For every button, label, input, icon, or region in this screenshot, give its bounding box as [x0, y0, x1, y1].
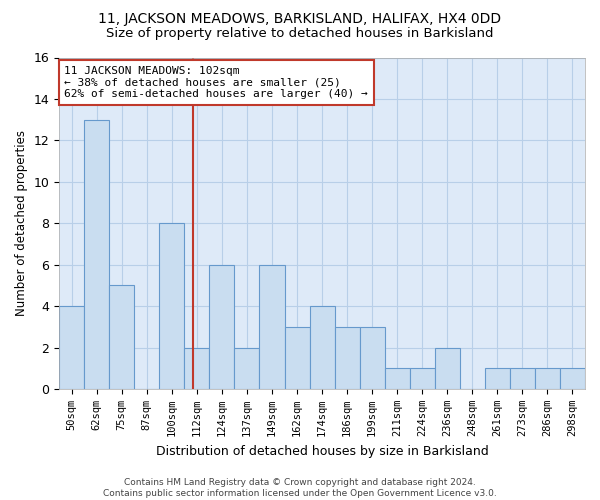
- Bar: [184, 348, 209, 389]
- Bar: [535, 368, 560, 389]
- Bar: [84, 120, 109, 389]
- Bar: [209, 264, 235, 389]
- Y-axis label: Number of detached properties: Number of detached properties: [15, 130, 28, 316]
- Text: 11 JACKSON MEADOWS: 102sqm
← 38% of detached houses are smaller (25)
62% of semi: 11 JACKSON MEADOWS: 102sqm ← 38% of deta…: [64, 66, 368, 99]
- Bar: [335, 327, 359, 389]
- Bar: [435, 348, 460, 389]
- Bar: [235, 348, 259, 389]
- Bar: [410, 368, 435, 389]
- Bar: [259, 264, 284, 389]
- X-axis label: Distribution of detached houses by size in Barkisland: Distribution of detached houses by size …: [156, 444, 488, 458]
- Text: 11, JACKSON MEADOWS, BARKISLAND, HALIFAX, HX4 0DD: 11, JACKSON MEADOWS, BARKISLAND, HALIFAX…: [98, 12, 502, 26]
- Text: Size of property relative to detached houses in Barkisland: Size of property relative to detached ho…: [106, 28, 494, 40]
- Text: Contains HM Land Registry data © Crown copyright and database right 2024.
Contai: Contains HM Land Registry data © Crown c…: [103, 478, 497, 498]
- Bar: [160, 223, 184, 389]
- Bar: [560, 368, 585, 389]
- Bar: [310, 306, 335, 389]
- Bar: [109, 286, 134, 389]
- Bar: [359, 327, 385, 389]
- Bar: [385, 368, 410, 389]
- Bar: [59, 306, 84, 389]
- Bar: [485, 368, 510, 389]
- Bar: [284, 327, 310, 389]
- Bar: [510, 368, 535, 389]
